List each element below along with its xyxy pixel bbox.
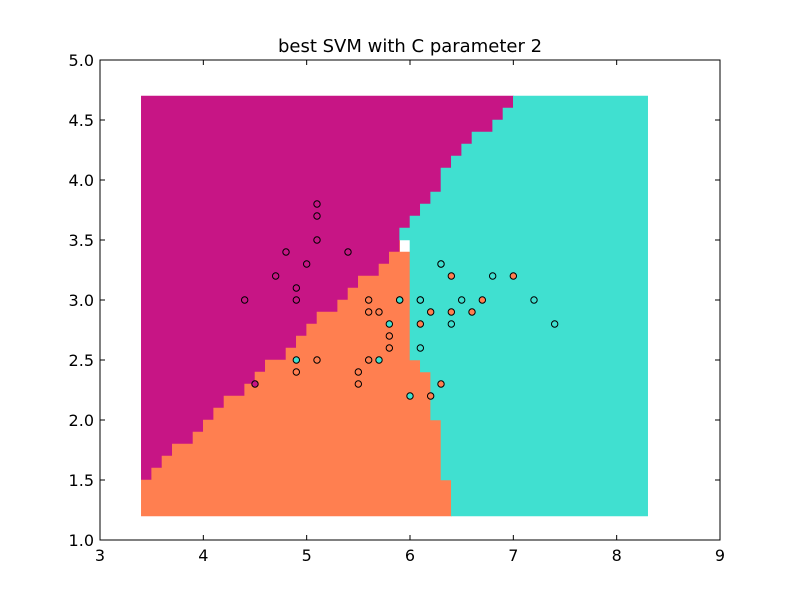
region-class_2 xyxy=(399,95,648,517)
y-tick-label: 3.5 xyxy=(69,231,94,250)
point-class_1-14 xyxy=(437,380,445,388)
point-class_1-6 xyxy=(364,356,373,364)
point-class_0-9 xyxy=(344,248,352,256)
x-tick-label: 5 xyxy=(302,546,312,565)
point-class_2-7 xyxy=(437,260,445,268)
point-class_0-7 xyxy=(313,212,321,220)
x-tick-label: 8 xyxy=(612,546,622,565)
point-class_0-3 xyxy=(292,284,301,292)
x-axis: 3 4 5 6 7 8 9 xyxy=(95,60,725,565)
point-class_2-6 xyxy=(416,296,425,304)
y-tick-label: 2.5 xyxy=(69,351,94,370)
point-class_1-7 xyxy=(375,308,383,316)
point-class_1-15 xyxy=(447,272,456,280)
point-class_2-4 xyxy=(406,392,414,400)
point-class_1-1 xyxy=(313,356,321,364)
x-tick-label: 7 xyxy=(508,546,518,565)
point-class_1-18 xyxy=(478,296,487,304)
point-class_1-12 xyxy=(426,308,435,316)
point-class_0-2 xyxy=(282,248,290,256)
data-points xyxy=(240,200,559,400)
point-class_2-10 xyxy=(488,272,497,280)
chart-title: best SVM with C parameter 2 xyxy=(278,36,542,57)
point-class_0-8 xyxy=(313,236,321,244)
y-tick-label: 1.5 xyxy=(69,471,94,490)
point-class_0-6 xyxy=(313,200,321,208)
y-tick-label: 4.0 xyxy=(69,171,94,190)
point-class_1-0 xyxy=(292,368,301,376)
point-class_1-9 xyxy=(385,344,394,352)
point-class_0-4 xyxy=(292,296,301,304)
point-class_2-1 xyxy=(375,356,383,364)
decision-regions xyxy=(141,95,648,517)
point-class_1-11 xyxy=(426,392,435,400)
x-tick-label: 4 xyxy=(198,546,208,565)
point-class_1-19 xyxy=(509,272,518,280)
point-class_0-0 xyxy=(240,296,249,304)
point-class_1-8 xyxy=(385,332,394,340)
y-tick-label: 2.0 xyxy=(69,411,94,430)
point-class_2-3 xyxy=(395,296,404,304)
point-class_1-2 xyxy=(354,368,363,376)
point-class_1-3 xyxy=(354,380,363,388)
point-class_0-1 xyxy=(271,272,280,280)
point-class_1-17 xyxy=(468,308,476,316)
y-tick-label: 4.5 xyxy=(69,111,94,130)
y-tick-label: 3.0 xyxy=(69,291,94,310)
point-class_0-5 xyxy=(302,260,311,268)
point-class_2-9 xyxy=(457,296,466,304)
point-class_2-0 xyxy=(292,356,301,364)
point-class_1-16 xyxy=(447,308,456,316)
point-class_2-2 xyxy=(385,320,394,328)
y-tick-label: 1.0 xyxy=(69,531,94,550)
point-class_2-11 xyxy=(530,296,538,304)
y-axis: 1.0 1.5 2.0 2.5 3.0 3.5 4.0 4.5 5.0 xyxy=(69,51,720,550)
x-tick-label: 3 xyxy=(95,546,105,565)
point-class_0-10 xyxy=(251,380,259,388)
y-tick-label: 5.0 xyxy=(69,51,94,70)
point-class_2-12 xyxy=(550,320,559,328)
x-tick-label: 9 xyxy=(715,546,725,565)
point-class_1-5 xyxy=(364,308,373,316)
point-class_1-4 xyxy=(364,296,373,304)
point-class_2-5 xyxy=(416,344,425,352)
x-tick-label: 6 xyxy=(405,546,415,565)
point-class_1-10 xyxy=(416,320,425,328)
point-class_2-8 xyxy=(447,320,456,328)
